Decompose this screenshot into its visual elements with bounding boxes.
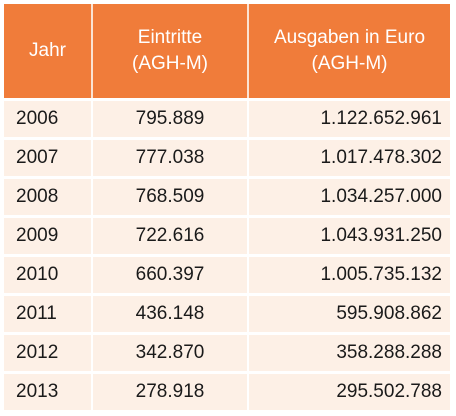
header-ausgaben-line1: Ausgaben in Euro [273,27,426,48]
cell-eintritte: 722.616 [92,215,249,256]
cell-ausgaben: 1.122.652.961 [248,98,450,139]
cell-ausgaben: 1.043.931.250 [248,215,450,256]
header-ausgaben-line2: (AGH-M) [311,53,388,74]
cell-jahr: 2008 [4,176,93,217]
table-header-row: Jahr Eintritte (AGH-M) Ausgaben in Euro … [4,4,450,100]
cell-eintritte: 777.038 [92,137,249,178]
header-eintritte-line2: (AGH-M) [132,53,208,74]
statistics-table: Jahr Eintritte (AGH-M) Ausgaben in Euro … [4,4,450,410]
cell-jahr: 2012 [4,332,93,373]
table-row: 2006 795.889 1.122.652.961 [4,98,450,139]
cell-ausgaben: 295.502.788 [248,371,450,410]
table-row: 2010 660.397 1.005.735.132 [4,254,450,295]
cell-jahr: 2010 [4,254,93,295]
cell-ausgaben: 1.005.735.132 [248,254,450,295]
header-ausgaben: Ausgaben in Euro (AGH-M) [248,4,450,100]
table-row: 2008 768.509 1.034.257.000 [4,176,450,217]
cell-jahr: 2013 [4,371,93,410]
table-row: 2013 278.918 295.502.788 [4,371,450,410]
cell-jahr: 2007 [4,137,93,178]
cell-jahr: 2006 [4,98,93,139]
cell-eintritte: 660.397 [92,254,249,295]
cell-ausgaben: 1.034.257.000 [248,176,450,217]
cell-ausgaben: 1.017.478.302 [248,137,450,178]
cell-ausgaben: 595.908.862 [248,293,450,334]
cell-eintritte: 436.148 [92,293,249,334]
header-jahr: Jahr [4,4,93,100]
header-eintritte-line1: Eintritte [137,27,203,48]
cell-ausgaben: 358.288.288 [248,332,450,373]
header-eintritte: Eintritte (AGH-M) [92,4,249,100]
cell-eintritte: 768.509 [92,176,249,217]
header-jahr-label: Jahr [29,40,66,61]
cell-eintritte: 278.918 [92,371,249,410]
cell-eintritte: 795.889 [92,98,249,139]
table-row: 2012 342.870 358.288.288 [4,332,450,373]
cell-jahr: 2009 [4,215,93,256]
table-row: 2011 436.148 595.908.862 [4,293,450,334]
cell-jahr: 2011 [4,293,93,334]
cell-eintritte: 342.870 [92,332,249,373]
table-row: 2009 722.616 1.043.931.250 [4,215,450,256]
table-row: 2007 777.038 1.017.478.302 [4,137,450,178]
